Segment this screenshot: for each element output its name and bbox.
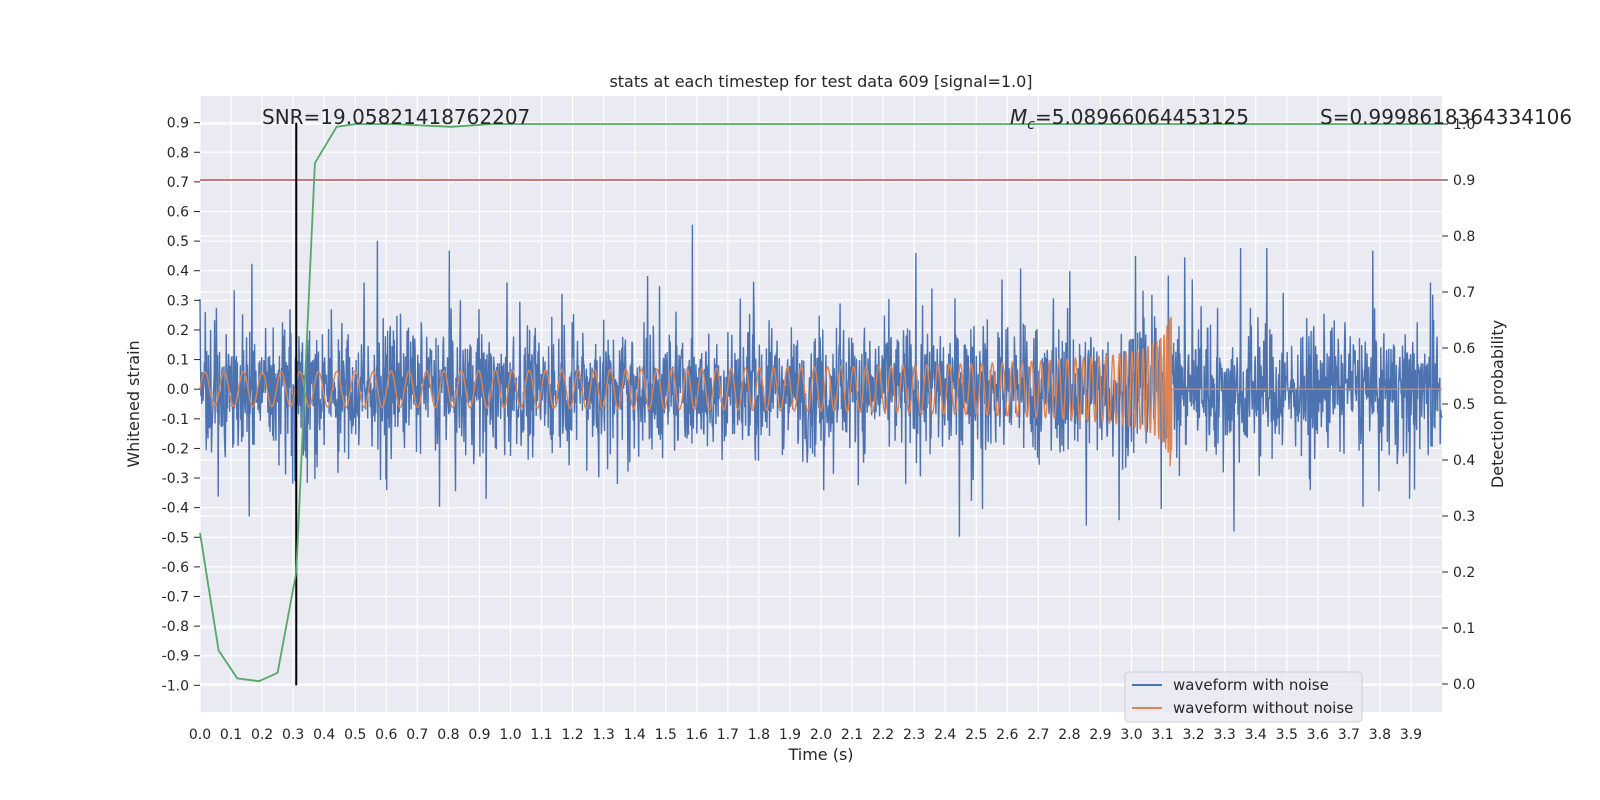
y-tick-label: 0.0 xyxy=(167,382,189,398)
x-axis-label: Time (s) xyxy=(787,745,853,764)
y2-tick-label: 0.4 xyxy=(1453,453,1475,469)
x-tick-label: 2.8 xyxy=(1058,727,1080,743)
y2-tick-label: 0.0 xyxy=(1453,677,1475,693)
y-tick-label: -0.5 xyxy=(162,530,189,546)
x-tick-label: 0.8 xyxy=(437,727,459,743)
x-tick-label: 2.2 xyxy=(872,727,894,743)
x-tick-label: 3.9 xyxy=(1400,727,1422,743)
y2-axis-label: Detection probability xyxy=(1488,320,1507,488)
series-line-waveform-without-noise xyxy=(199,316,1442,467)
x-tick-label: 2.5 xyxy=(965,727,987,743)
y-tick-label: 0.9 xyxy=(167,116,189,132)
x-tick-label: 1.7 xyxy=(717,727,739,743)
x-tick-label: 0.0 xyxy=(189,727,211,743)
x-tick-label: 1.2 xyxy=(561,727,583,743)
y-tick-label: 0.7 xyxy=(167,175,189,191)
x-tick-label: 0.5 xyxy=(344,727,366,743)
y2-tick-label: 0.2 xyxy=(1453,565,1475,581)
x-axis-ticks: 0.0 0.1 0.2 0.3 0.4 0.5 0.6 0.7 0.8 0.9 1.0 1.1 1.2 1… xyxy=(189,727,1422,743)
series-line-detection-probability xyxy=(199,123,1442,683)
x-tick-label: 3.5 xyxy=(1276,727,1298,743)
x-tick-label: 1.4 xyxy=(624,727,646,743)
y-tick-label: 0.6 xyxy=(167,205,189,221)
x-tick-label: 0.3 xyxy=(282,727,304,743)
series-waveform-with-noise xyxy=(199,224,1443,537)
y-tick-label: -0.6 xyxy=(162,560,189,576)
x-tick-label: 2.0 xyxy=(810,727,832,743)
y-tick-label: 0.1 xyxy=(167,353,189,369)
chart-title: stats at each timestep for test data 609… xyxy=(609,72,1032,91)
y2-tick-label: 0.3 xyxy=(1453,509,1475,525)
y2-tick-label: 1.0 xyxy=(1453,117,1475,133)
x-tick-label: 2.7 xyxy=(1027,727,1049,743)
x-tick-label: 1.9 xyxy=(779,727,801,743)
y-tick-label: -0.1 xyxy=(162,412,189,428)
x-tick-label: 1.3 xyxy=(593,727,615,743)
y2-tick-label: 0.9 xyxy=(1453,173,1475,189)
x-tick-label: 3.2 xyxy=(1182,727,1204,743)
y-tick-label: -0.2 xyxy=(162,441,189,457)
x-tick-label: 0.9 xyxy=(468,727,490,743)
x-tick-label: 3.0 xyxy=(1120,727,1142,743)
x-tick-label: 3.6 xyxy=(1307,727,1329,743)
x-tick-label: 2.9 xyxy=(1089,727,1111,743)
x-tick-label: 0.6 xyxy=(375,727,397,743)
chirp-mass-subscript: c xyxy=(1027,117,1035,133)
series-line-waveform-with-noise xyxy=(199,224,1443,537)
x-tick-label: 3.4 xyxy=(1245,727,1267,743)
y2-tick-label: 0.1 xyxy=(1453,621,1475,637)
x-tick-label: 0.4 xyxy=(313,727,335,743)
y-tick-label: 0.4 xyxy=(167,264,189,280)
y-tick-label: -1.0 xyxy=(162,678,189,694)
x-tick-label: 0.7 xyxy=(406,727,428,743)
y-tick-label: -0.4 xyxy=(162,501,189,517)
y-tick-label: 0.3 xyxy=(167,293,189,309)
x-tick-label: 3.8 xyxy=(1369,727,1391,743)
x-tick-label: 1.5 xyxy=(655,727,677,743)
y2-axis-ticks: 1.0 0.9 0.8 0.7 0.6 0.5 0.4 0.3 0.2 0.1 0.0 xyxy=(1442,117,1475,693)
x-tick-label: 2.1 xyxy=(841,727,863,743)
series-waveform-without-noise xyxy=(199,316,1442,467)
y-tick-label: -0.9 xyxy=(162,649,189,665)
y2-tick-label: 0.5 xyxy=(1453,397,1475,413)
x-tick-label: 3.1 xyxy=(1151,727,1173,743)
chirp-mass-value: =5.08966064453125 xyxy=(1035,105,1249,129)
legend: waveform with noise waveform without noi… xyxy=(1124,671,1363,723)
y-axis-label: Whitened strain xyxy=(124,340,143,467)
legend-box xyxy=(1124,671,1363,723)
annotation-snr: SNR=19.05821418762207 xyxy=(262,105,530,129)
y2-tick-label: 0.6 xyxy=(1453,341,1475,357)
x-tick-label: 2.6 xyxy=(996,727,1018,743)
legend-label-waveform-without-noise: waveform without noise xyxy=(1173,699,1353,717)
x-tick-label: 2.4 xyxy=(934,727,956,743)
x-tick-label: 1.1 xyxy=(530,727,552,743)
y-tick-label: 0.8 xyxy=(167,145,189,161)
x-tick-label: 1.8 xyxy=(748,727,770,743)
x-tick-label: 0.1 xyxy=(220,727,242,743)
y-tick-label: -0.3 xyxy=(162,471,189,487)
y2-tick-label: 0.8 xyxy=(1453,229,1475,245)
x-tick-label: 2.3 xyxy=(903,727,925,743)
annotation-s: S=0.9998618364334106 xyxy=(1320,105,1572,129)
y-axis-ticks: 0.9 0.8 0.7 0.6 0.5 0.4 0.3 0.2 0.1 0.0 -0.1 -0.2 -0… xyxy=(162,116,200,694)
y-tick-label: 0.5 xyxy=(167,234,189,250)
y-tick-label: 0.2 xyxy=(167,323,189,339)
x-tick-label: 1.6 xyxy=(686,727,708,743)
y-tick-label: -0.8 xyxy=(162,619,189,635)
x-tick-label: 3.7 xyxy=(1338,727,1360,743)
y2-tick-label: 0.7 xyxy=(1453,285,1475,301)
x-tick-label: 3.3 xyxy=(1214,727,1236,743)
x-tick-label: 1.0 xyxy=(499,727,521,743)
legend-label-waveform-with-noise: waveform with noise xyxy=(1173,676,1329,694)
chirp-mass-symbol: M xyxy=(1010,105,1027,129)
y-tick-label: -0.7 xyxy=(162,590,189,606)
annotation-chirp-mass: Mc=5.08966064453125 xyxy=(1010,105,1249,133)
x-tick-label: 0.2 xyxy=(251,727,273,743)
